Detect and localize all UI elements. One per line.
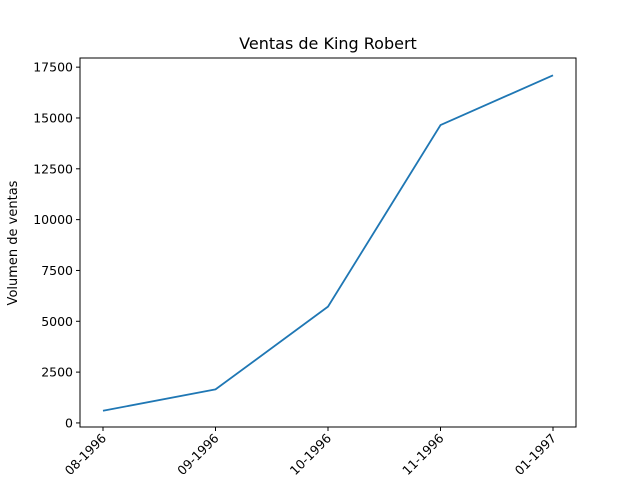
y-tick-label: 12500 — [33, 161, 73, 176]
x-tick-label: 09-1996 — [174, 430, 222, 478]
y-tick-label: 10000 — [33, 212, 73, 227]
x-tick-label: 01-1997 — [512, 431, 560, 479]
x-tick-label: 11-1996 — [399, 430, 447, 478]
y-tick-label: 15000 — [33, 110, 73, 125]
series-line — [102, 74, 554, 412]
chart-title: Ventas de King Robert — [239, 34, 417, 53]
x-tick-label: 10-1996 — [287, 430, 335, 478]
y-axis-label: Volumen de ventas — [6, 180, 21, 305]
y-tick-label: 7500 — [41, 263, 73, 278]
series-layer — [102, 74, 554, 412]
x-axis: 08-1996 09-1996 10-1996 11-1996 01-1997 — [62, 427, 560, 479]
plot-area — [79, 57, 577, 428]
y-tick-label: 2500 — [41, 365, 73, 380]
y-tick-label: 0 — [65, 415, 73, 430]
x-tick-label: 08-1996 — [62, 430, 110, 478]
y-axis: 0 2500 5000 7500 10000 12500 15000 17500 — [33, 60, 80, 430]
y-tick-label: 17500 — [33, 60, 73, 75]
y-tick-label: 5000 — [41, 314, 73, 329]
